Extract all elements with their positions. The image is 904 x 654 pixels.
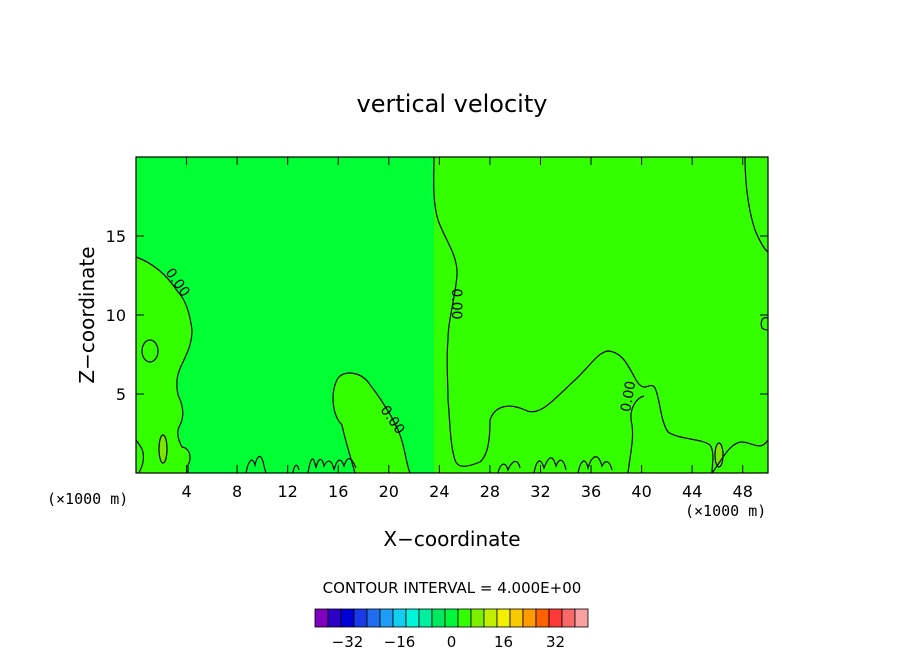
contour-line <box>744 156 769 253</box>
x-tick-label: 36 <box>581 482 601 501</box>
x-tick-label: 28 <box>480 482 500 501</box>
colorbar-swatch <box>561 608 576 628</box>
strong-positive-blob <box>159 435 167 463</box>
colorbar-swatch <box>340 608 355 628</box>
colorbar-swatch <box>444 608 459 628</box>
y-axis-label: Z−coordinate <box>75 246 99 383</box>
x-unit-label: (×1000 m) <box>685 502 766 520</box>
x-tick-labels: 4 8 12 16 20 24 28 32 36 40 44 48 <box>181 482 752 501</box>
contour-label: 0.00 <box>448 288 464 319</box>
contour-line <box>245 455 267 474</box>
colorbar-tick-label: 16 <box>494 633 513 651</box>
x-tick-label: 16 <box>328 482 348 501</box>
x-tick-label: 8 <box>232 482 242 501</box>
contour-line <box>135 439 145 474</box>
x-axis-label: X−coordinate <box>383 527 520 551</box>
contour-line <box>141 339 159 363</box>
colorbar-swatch <box>327 608 342 628</box>
positive-region-middle <box>434 157 768 473</box>
colorbar-swatch <box>470 608 485 628</box>
contour-label: 0.00 <box>618 380 639 413</box>
colorbar-swatch <box>379 608 394 628</box>
colorbar-swatch <box>483 608 498 628</box>
x-tick-label: 40 <box>631 482 651 501</box>
contour-line <box>332 377 356 474</box>
zero-contours <box>135 156 769 474</box>
y-tick-label: 5 <box>116 385 126 404</box>
contour-line <box>433 156 714 474</box>
y-tick-labels: 5 10 15 <box>106 227 126 404</box>
contour-line <box>760 317 769 331</box>
colorbar-swatch <box>548 608 563 628</box>
colorbar-swatch <box>366 608 381 628</box>
positive-region-left <box>136 257 192 473</box>
y-tick-label: 10 <box>106 306 126 325</box>
contour-line <box>337 372 411 474</box>
contour-line <box>577 456 613 474</box>
colorbar-swatch <box>314 608 329 628</box>
y-tick-label: 15 <box>106 227 126 246</box>
colorbar-swatch <box>392 608 407 628</box>
plot-area: 0.000.000.000.00 <box>135 156 769 474</box>
colorbar-swatch <box>418 608 433 628</box>
contour-line <box>497 460 521 474</box>
colorbar-tick-label: 0 <box>447 633 457 651</box>
contour-line <box>714 442 724 468</box>
colorbar-swatch <box>522 608 537 628</box>
colorbar-tick-label: −16 <box>384 633 416 651</box>
colorbar-swatch <box>496 608 511 628</box>
x-tick-label: 24 <box>429 482 449 501</box>
x-tick-label: 20 <box>379 482 399 501</box>
contour-line <box>158 434 168 464</box>
colorbar-tick-label: −32 <box>332 633 364 651</box>
colorbar <box>314 608 589 628</box>
chart-title: vertical velocity <box>357 90 548 118</box>
x-tick-label: 48 <box>733 482 753 501</box>
colorbar-swatch <box>457 608 472 628</box>
contour-line <box>627 395 645 474</box>
colorbar-swatch <box>535 608 550 628</box>
contour-line <box>292 464 300 474</box>
x-tick-label: 12 <box>278 482 298 501</box>
contour-line <box>533 457 567 474</box>
colorbar-swatch <box>509 608 524 628</box>
x-tick-label: 32 <box>530 482 550 501</box>
y-unit-label: (×1000 m) <box>47 490 128 508</box>
x-tick-label: 44 <box>682 482 702 501</box>
colorbar-swatch <box>353 608 368 628</box>
colorbar-swatch <box>405 608 420 628</box>
colorbar-tick-label: 32 <box>546 633 565 651</box>
contour-line <box>711 439 769 474</box>
contour-interval: CONTOUR INTERVAL = 4.000E+00 <box>323 579 582 597</box>
contour-line <box>135 256 193 473</box>
positive-region-bump <box>333 373 410 473</box>
axis-ticks <box>136 157 768 473</box>
colorbar-swatch <box>431 608 446 628</box>
contour-line <box>307 458 357 474</box>
colorbar-swatch <box>574 608 589 628</box>
colorbar-labels: −32 −16 0 16 32 <box>332 633 565 651</box>
x-tick-label: 4 <box>181 482 191 501</box>
